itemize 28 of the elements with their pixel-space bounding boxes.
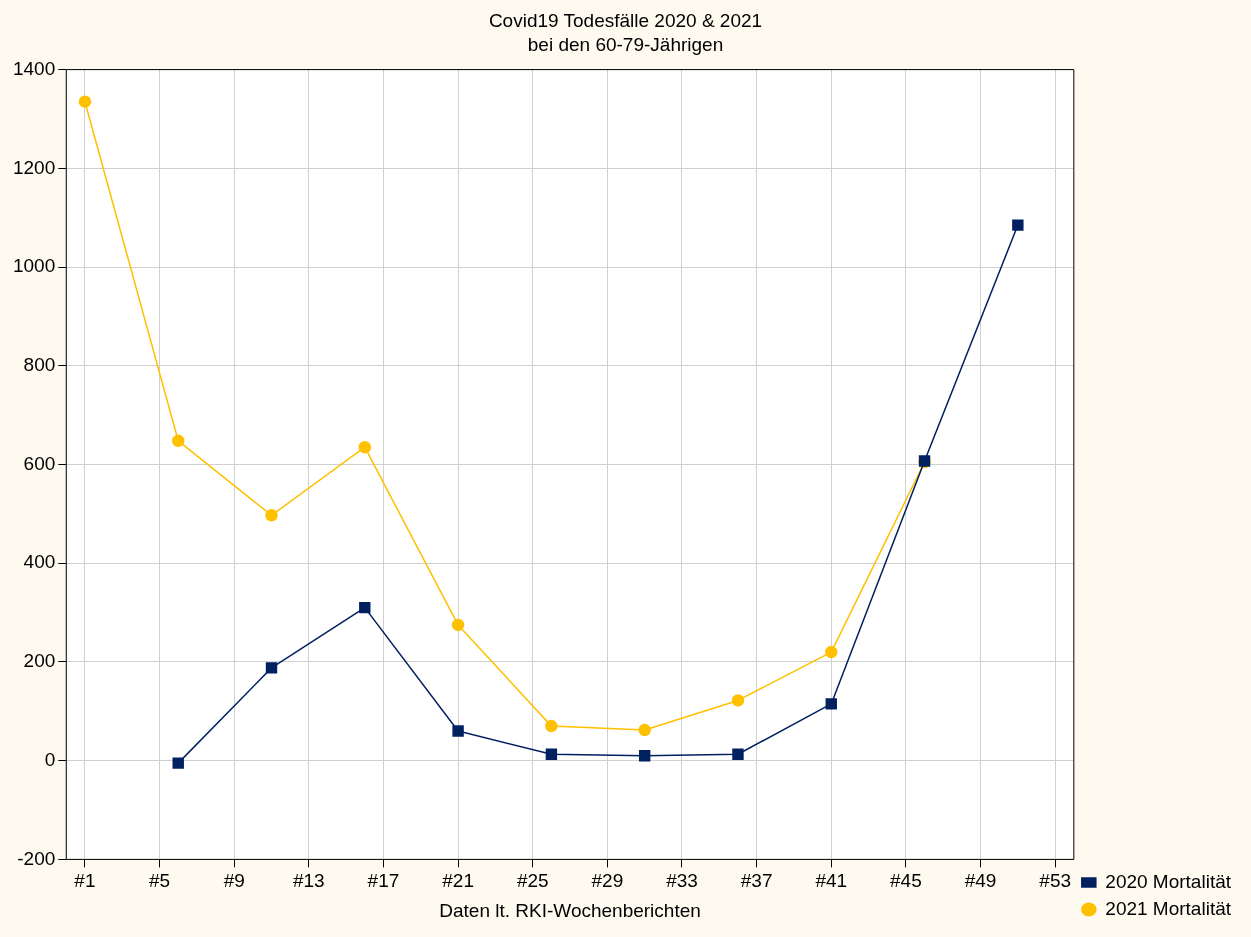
y-tick-label: 0: [44, 748, 56, 770]
x-tick-label: #25: [516, 870, 549, 892]
legend-label: 2021 Mortalität: [1105, 897, 1232, 919]
x-tick-label: #37: [740, 870, 773, 892]
x-tick-label: #13: [292, 870, 325, 892]
x-tick-label: #17: [367, 870, 400, 892]
x-tick-label: #21: [442, 870, 474, 892]
x-tick-label: #45: [890, 870, 922, 892]
x-axis-title: Daten lt. RKI-Wochenberichten: [439, 899, 701, 921]
x-tick-label: #29: [591, 870, 624, 892]
y-tick-label: 400: [23, 551, 56, 573]
x-tick-label: #49: [964, 870, 997, 892]
chart-title: Covid19 Todesfälle 2020 & 2021: [488, 9, 763, 31]
y-tick-label: 200: [23, 650, 56, 672]
x-tick-label: #41: [815, 870, 848, 892]
y-tick-label: 800: [23, 354, 56, 376]
legend-label: 2020 Mortalität: [1105, 870, 1232, 892]
y-tick-label: 1200: [12, 156, 56, 178]
y-tick-label: 1400: [12, 57, 56, 79]
x-tick-label: #9: [223, 870, 245, 892]
x-tick-label: #53: [1039, 870, 1072, 892]
x-tick-label: #5: [148, 870, 171, 892]
y-tick-label: -200: [17, 847, 56, 869]
x-tick-label: #33: [666, 870, 698, 892]
y-tick-label: 1000: [12, 255, 56, 277]
x-tick-label: #1: [74, 870, 96, 892]
y-tick-label: 600: [23, 452, 56, 474]
chart-subtitle: bei den 60-79-Jährigen: [527, 34, 724, 56]
